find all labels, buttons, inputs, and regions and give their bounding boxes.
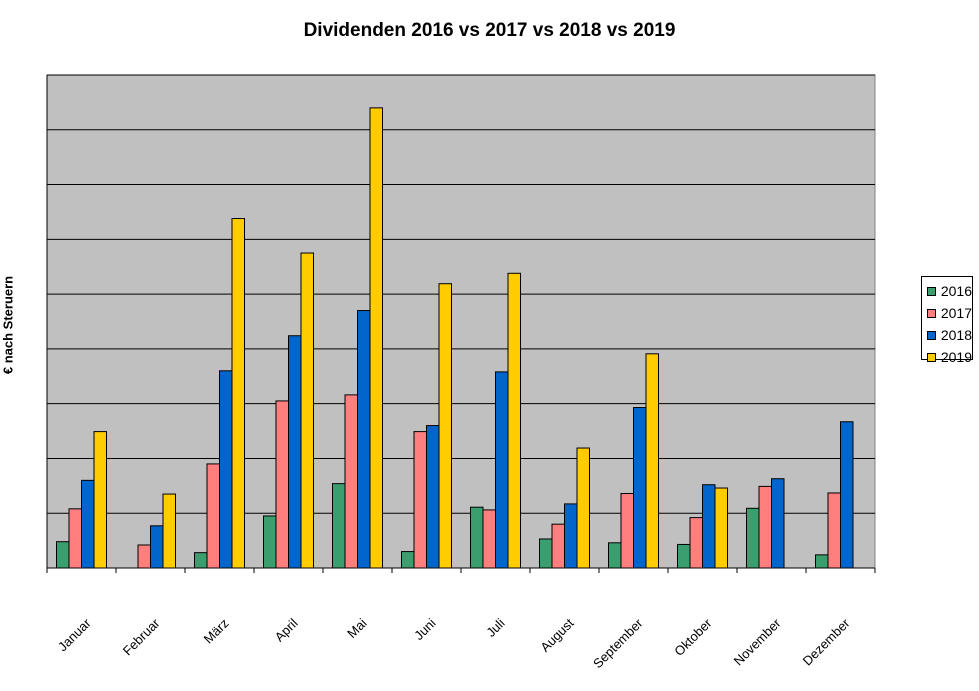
bar-2017: [827, 492, 841, 569]
bar-2016: [677, 543, 691, 569]
bar-2016: [56, 541, 70, 569]
bar-2017: [137, 544, 151, 569]
bar-2017: [758, 485, 772, 569]
legend-label: 2019: [940, 349, 972, 365]
bar-2018: [288, 335, 302, 569]
chart-title: Dividenden 2016 vs 2017 vs 2018 vs 2019: [303, 20, 676, 41]
legend-swatch: [927, 308, 936, 318]
bar-2017: [689, 517, 703, 569]
bar-2016: [815, 554, 829, 569]
bar-2018: [633, 407, 647, 569]
bar-2019: [93, 431, 107, 569]
x-tick-label: März: [201, 616, 232, 647]
bar-2018: [357, 310, 371, 569]
legend-item-2018: 2018: [927, 324, 972, 346]
x-tick-label: Juli: [483, 615, 507, 639]
bar-2018: [771, 478, 785, 569]
bar-2019: [507, 272, 521, 569]
bar-2016: [194, 552, 208, 569]
x-tick-label: Oktober: [671, 615, 715, 659]
x-tick-label: Februar: [120, 615, 163, 658]
x-tick-label: August: [537, 615, 576, 654]
bar-2017: [620, 493, 634, 569]
x-tick-label: November: [731, 615, 784, 668]
bar-2018: [564, 503, 578, 569]
legend-item-2017: 2017: [927, 302, 972, 324]
legend: 2016 2017 2018 2019: [921, 276, 973, 365]
bar-2019: [369, 107, 383, 569]
plot-area: [46, 74, 876, 569]
bar-2017: [413, 431, 427, 569]
bar-2016: [332, 483, 346, 569]
legend-label: 2017: [940, 305, 972, 321]
bar-2019: [162, 493, 176, 569]
legend-swatch: [927, 330, 936, 340]
legend-item-2016: 2016: [927, 280, 972, 302]
x-tick-label: Januar: [55, 615, 94, 654]
bar-2019: [645, 353, 659, 569]
bar-2016: [263, 515, 277, 569]
bar-2017: [482, 509, 496, 569]
bar-2018: [426, 425, 440, 569]
bar-2019: [576, 447, 590, 569]
bar-2018: [840, 421, 854, 569]
bar-2018: [495, 371, 509, 569]
bar-2018: [219, 370, 233, 569]
legend-item-2019: 2019: [927, 346, 972, 368]
x-tick-label: September: [590, 615, 646, 671]
bar-2018: [702, 484, 716, 569]
legend-label: 2016: [940, 283, 972, 299]
bar-2016: [746, 507, 760, 569]
bar-2019: [300, 252, 314, 569]
bar-2016: [470, 506, 484, 569]
x-tick-label: Mai: [344, 615, 369, 640]
legend-swatch: [927, 352, 936, 362]
bar-2018: [150, 525, 164, 569]
bar-2016: [539, 538, 553, 569]
bar-2019: [438, 283, 452, 569]
legend-swatch: [927, 286, 936, 296]
bar-2019: [714, 487, 728, 569]
bar-2016: [401, 551, 415, 569]
bar-2017: [551, 523, 565, 569]
bar-2019: [231, 218, 245, 569]
bar-2017: [275, 400, 289, 569]
bar-2017: [68, 508, 82, 569]
legend-label: 2018: [940, 327, 972, 343]
x-tick-label: Juni: [411, 615, 439, 643]
bar-2016: [608, 542, 622, 569]
bar-2017: [344, 394, 358, 569]
x-tick-label: Dezember: [800, 615, 853, 668]
bar-2017: [206, 463, 220, 569]
bar-2018: [81, 479, 95, 569]
x-tick-label: April: [272, 615, 301, 644]
